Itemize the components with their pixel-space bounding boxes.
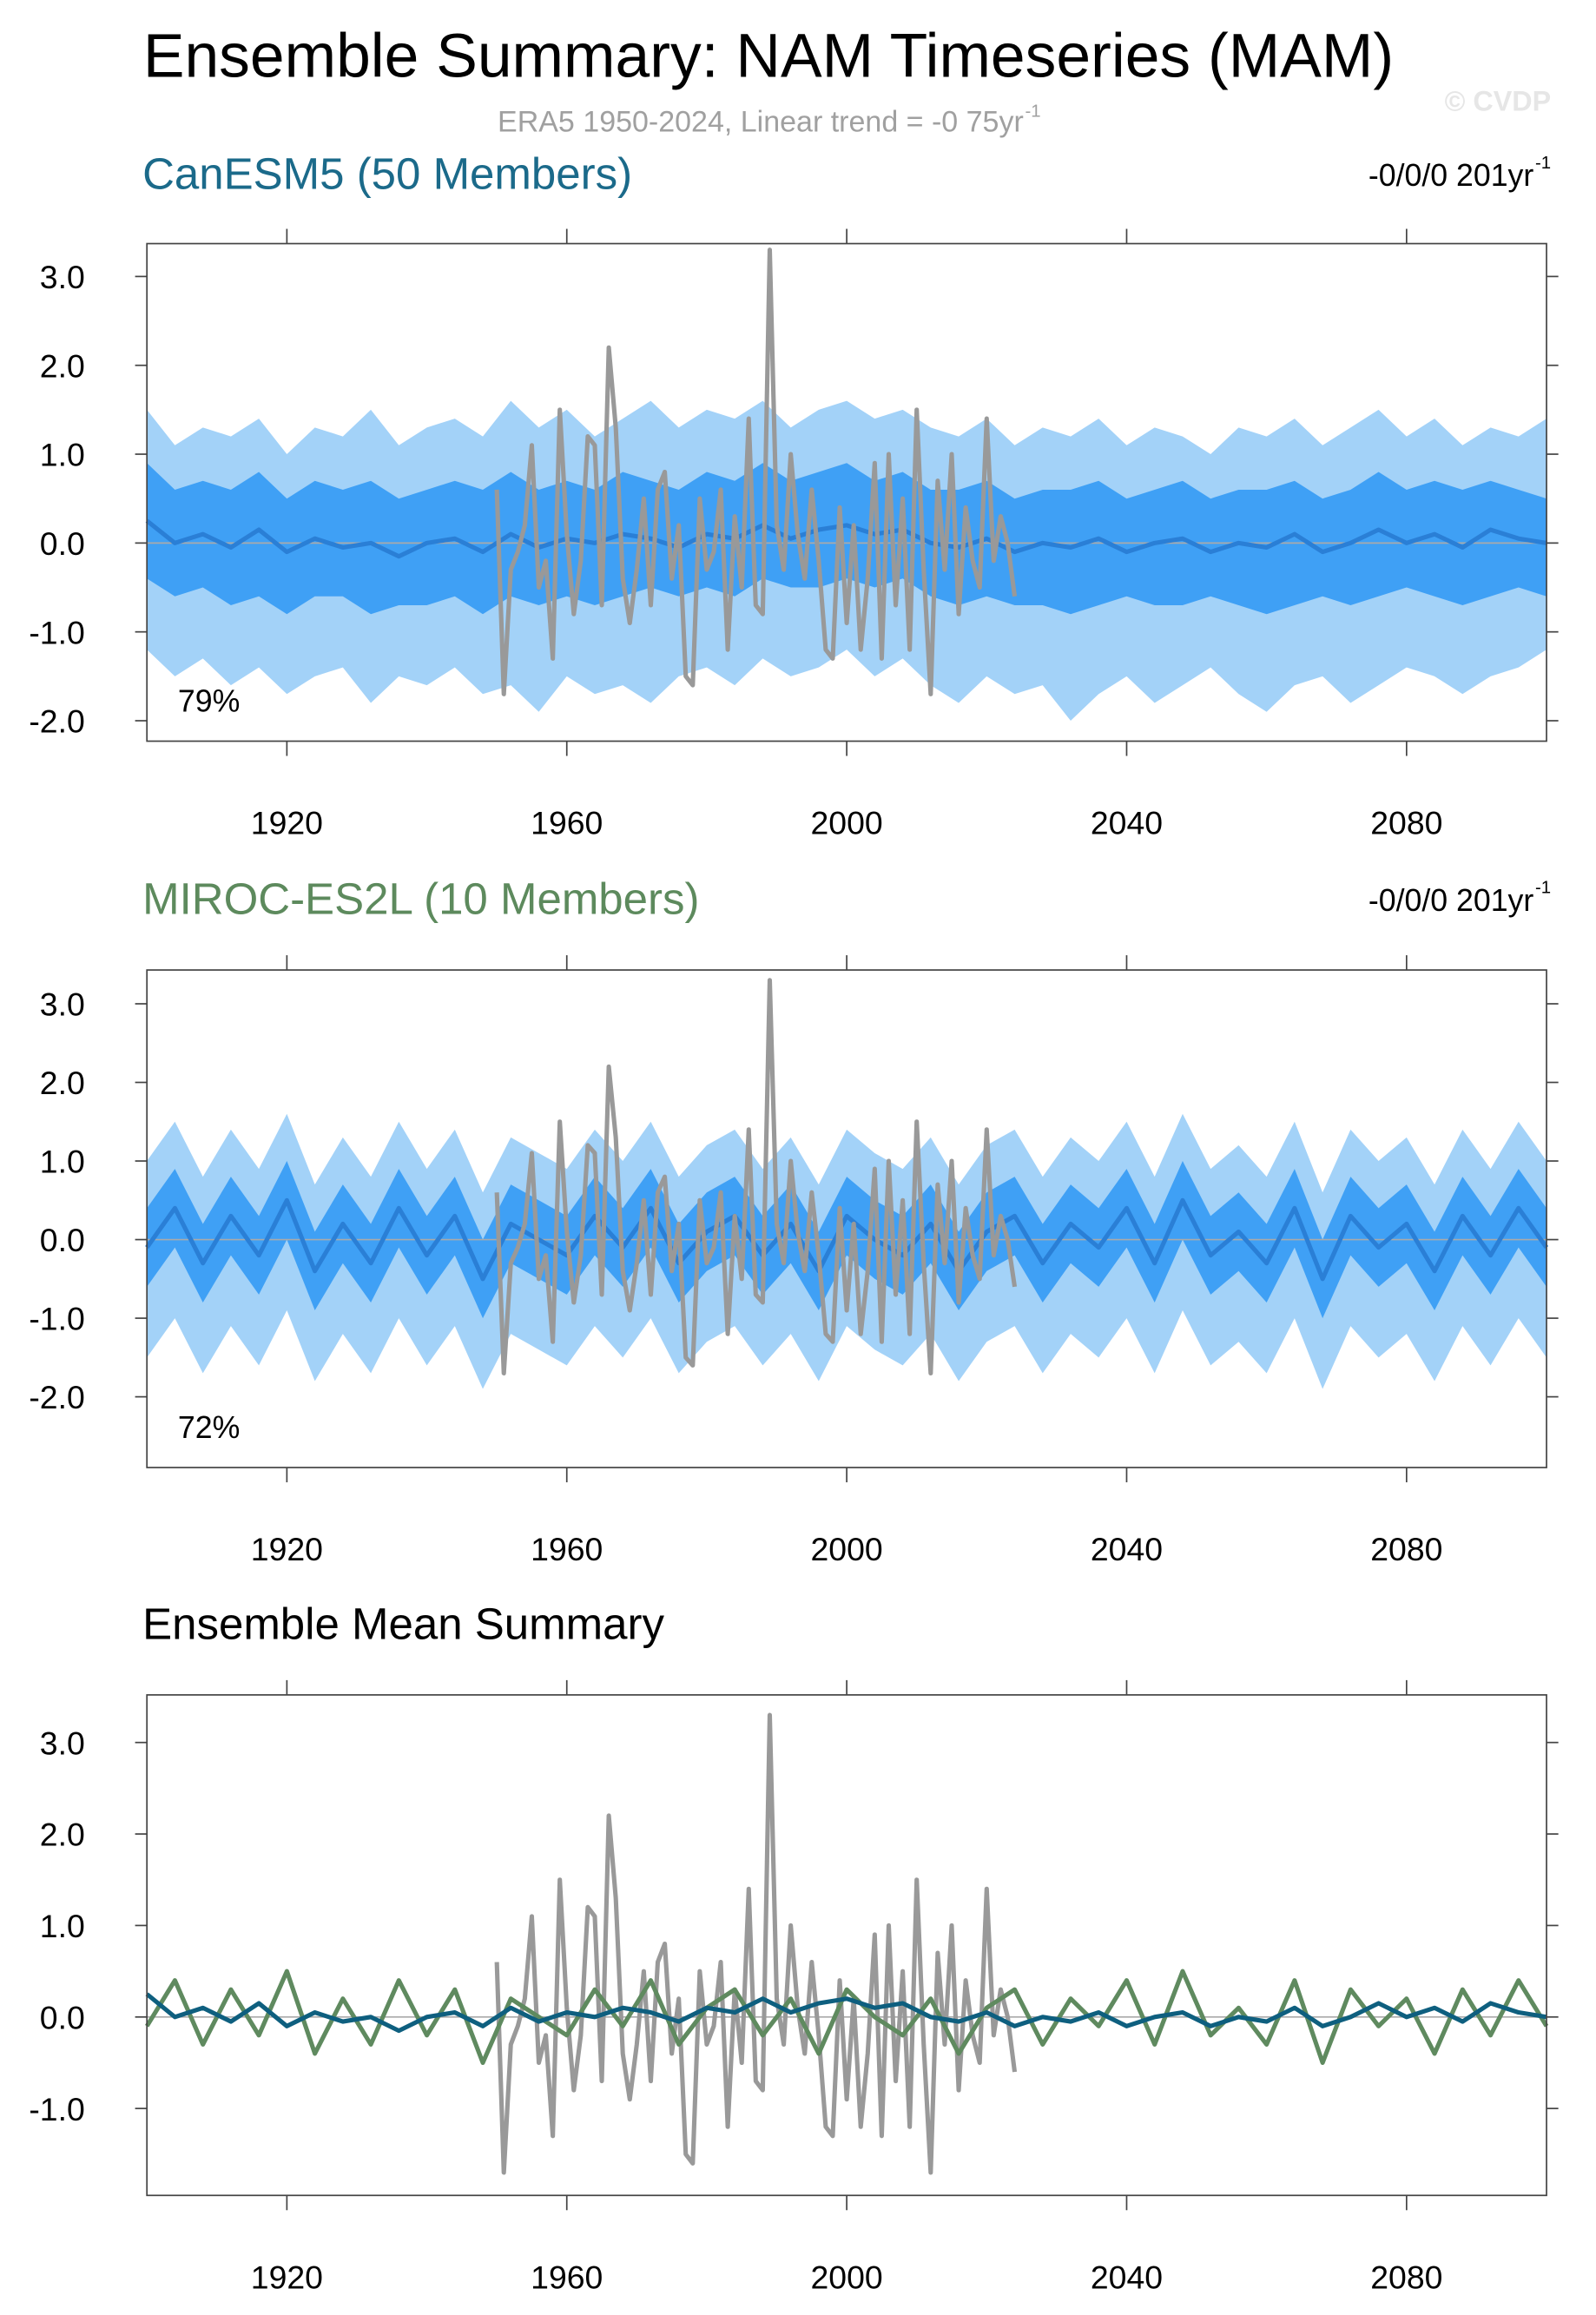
x-tick-label: 2000: [811, 2259, 883, 2295]
y-tick-label: -2.0: [29, 703, 84, 740]
x-tick-label: 2080: [1370, 2259, 1442, 2295]
x-tick-label: 1960: [531, 1531, 603, 1567]
page-title: Ensemble Summary: NAM Timeseries (MAM): [143, 21, 1394, 90]
y-tick-label: -1.0: [29, 1301, 84, 1337]
x-tick-label: 2000: [811, 805, 883, 841]
y-tick-label: 3.0: [40, 259, 85, 295]
percent-annotation: 72%: [178, 1410, 240, 1445]
series-line: [494, 1712, 1018, 2175]
series-line: [145, 1992, 1547, 2034]
y-tick-label: 2.0: [40, 1065, 85, 1101]
x-tick-label: 1920: [251, 805, 323, 841]
trend: -0/0/0 201yr: [1368, 158, 1534, 193]
panel-title: MIROC-ES2L (10 Members): [142, 874, 699, 923]
y-tick-label: 3.0: [40, 1725, 85, 1761]
y-tick-label: -1.0: [29, 2091, 84, 2127]
trend-sup: -1: [1535, 154, 1551, 173]
y-tick-label: 2.0: [40, 1817, 85, 1853]
panel-title: CanESM5 (50 Members): [142, 149, 632, 199]
y-tick-label: 3.0: [40, 986, 85, 1023]
watermark: © CVDP: [1445, 86, 1552, 117]
x-tick-label: 2040: [1091, 2259, 1163, 2295]
subtitle-sup: -1: [1026, 102, 1041, 121]
series-line: [145, 1197, 1549, 1282]
y-tick-label: 0.0: [40, 1222, 85, 1258]
y-tick-label: 2.0: [40, 347, 85, 384]
x-tick-label: 1960: [531, 805, 603, 841]
trend: -0/0/0 201yr: [1368, 883, 1534, 918]
y-tick-label: 0.0: [40, 525, 85, 562]
x-tick-label: 2000: [811, 1531, 883, 1567]
y-tick-label: -2.0: [29, 1379, 84, 1415]
x-tick-label: 2080: [1370, 1531, 1442, 1567]
percent-annotation: 79%: [178, 684, 240, 719]
plot-frame: [146, 1694, 1547, 2197]
y-tick-label: 1.0: [40, 1908, 85, 1944]
series-line: [494, 978, 1018, 1375]
y-tick-label: 0.0: [40, 1999, 85, 2035]
series-line: [145, 518, 1547, 559]
panel-title: Ensemble Mean Summary: [142, 1599, 664, 1648]
x-tick-label: 1960: [531, 2259, 603, 2295]
series-line: [494, 247, 1018, 696]
y-tick-label: -1.0: [29, 614, 84, 650]
y-tick-label: 1.0: [40, 437, 85, 473]
x-tick-label: 2040: [1091, 1531, 1163, 1567]
trend-sup: -1: [1535, 879, 1551, 898]
x-tick-label: 1920: [251, 2259, 323, 2295]
subtitle: ERA5 1950-2024, Linear trend = -0 75yr: [498, 105, 1024, 138]
x-tick-label: 1920: [251, 1531, 323, 1567]
x-tick-label: 2040: [1091, 805, 1163, 841]
y-tick-label: 1.0: [40, 1144, 85, 1180]
x-tick-label: 2080: [1370, 805, 1442, 841]
